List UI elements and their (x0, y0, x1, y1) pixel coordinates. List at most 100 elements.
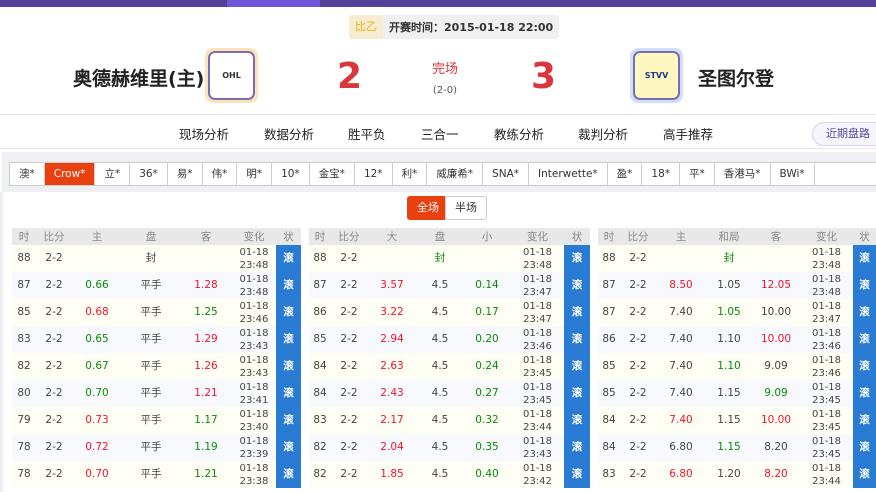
change-time-cell: 01-18 23:46 (511, 326, 564, 353)
nav-win-draw-lose[interactable]: 胜平负 (348, 127, 386, 142)
minute-cell: 78 (12, 461, 36, 488)
change-time-cell: 01-18 23:45 (800, 434, 853, 461)
live-status-button[interactable]: 滚 (853, 380, 876, 407)
recent-trend-button[interactable]: 近期盘路 (812, 122, 876, 146)
bookmaker-tab[interactable]: 10* (272, 163, 310, 185)
half-time-toggle[interactable]: 半场 (445, 196, 487, 220)
line-cell: 平手 (122, 434, 180, 461)
live-status-button[interactable]: 滚 (853, 299, 876, 326)
odds-home-cell: 2.63 (367, 353, 417, 380)
league-tag[interactable]: 比乙 (349, 15, 383, 39)
bookmaker-tab[interactable]: SNA* (483, 163, 530, 185)
line-cell: 4.5 (417, 434, 463, 461)
nav-referee-analysis[interactable]: 裁判分析 (578, 127, 629, 142)
column-header: 比分 (36, 228, 72, 245)
bookmaker-tab[interactable]: 利* (393, 163, 428, 185)
live-status-button[interactable]: 滚 (853, 407, 876, 434)
bookmaker-tabs: 澳* Crow* 立* 36* 易* 伟* 明* 10* 金宝* 12* 利* 威廉希* SNA* Int… (9, 162, 876, 186)
table-row: 80 2-2 0.70 平手 1.21 01-18 23:41 滚 (12, 380, 301, 407)
live-status-button[interactable]: 滚 (276, 299, 301, 326)
change-time-cell: 01-18 23:39 (232, 434, 276, 461)
table-row: 87 2-2 8.50 1.05 12.05 01-18 23:48 滚 (598, 272, 876, 299)
bookmaker-tab[interactable]: 伟* (203, 163, 238, 185)
bookmaker-tab[interactable]: BWi* (771, 163, 815, 185)
minute-cell: 84 (598, 434, 620, 461)
live-status-button[interactable]: 滚 (564, 380, 590, 407)
bookmaker-tab[interactable]: 金宝* (310, 163, 355, 185)
live-status-button[interactable]: 滚 (276, 461, 301, 488)
line-cell: 4.5 (417, 299, 463, 326)
live-status-button[interactable]: 滚 (853, 272, 876, 299)
odds-away-cell (463, 245, 511, 272)
live-status-button[interactable]: 滚 (853, 326, 876, 353)
bookmaker-tab[interactable]: Crow* (44, 163, 96, 185)
live-status-button[interactable]: 滚 (853, 434, 876, 461)
table-row: 78 2-2 0.70 平手 1.21 01-18 23:38 滚 (12, 461, 301, 488)
change-time-cell: 01-18 23:38 (232, 461, 276, 488)
minute-cell: 85 (598, 380, 620, 407)
bookmaker-tab[interactable]: 36* (130, 163, 168, 185)
away-team-name[interactable]: 圣图尔登 (698, 68, 775, 90)
bookmaker-tab[interactable]: 平* (680, 163, 715, 185)
column-header: 大 (367, 228, 417, 245)
bookmaker-tab[interactable]: 18* (642, 163, 681, 185)
live-status-button[interactable]: 滚 (564, 353, 590, 380)
odds-home-cell: 7.40 (656, 380, 706, 407)
change-time-cell: 01-18 23:41 (232, 380, 276, 407)
home-team-logo[interactable]: OHL (205, 48, 258, 103)
live-status-button[interactable]: 滚 (564, 407, 590, 434)
nav-three-in-one[interactable]: 三合一 (421, 127, 459, 142)
live-status-button[interactable]: 滚 (276, 272, 301, 299)
live-status-button[interactable]: 滚 (276, 380, 301, 407)
odds-away-cell: 1.29 (180, 326, 232, 353)
odds-away-cell: 0.17 (463, 299, 511, 326)
line-cell: 平手 (122, 272, 180, 299)
live-status-button[interactable]: 滚 (853, 245, 876, 272)
live-status-button[interactable]: 滚 (564, 326, 590, 353)
bookmaker-tab[interactable]: Interwette* (529, 163, 608, 185)
bookmaker-tab[interactable]: 明* (237, 163, 273, 185)
table-row: 86 2-2 7.40 1.10 10.00 01-18 23:46 滚 (598, 326, 876, 353)
bookmaker-tab[interactable]: 易* (168, 163, 203, 185)
nav-data-analysis[interactable]: 数据分析 (264, 127, 315, 142)
line-cell: 1.20 (706, 461, 752, 488)
home-score: 2 (337, 56, 363, 97)
nav-live-analysis[interactable]: 现场分析 (179, 127, 230, 142)
bookmaker-tab[interactable]: 盈* (608, 163, 643, 185)
away-score: 3 (531, 56, 557, 97)
odds-home-cell: 0.66 (72, 272, 122, 299)
table-row: 88 2-2 封 01-18 23:48 滚 (12, 245, 301, 272)
live-status-button[interactable]: 滚 (276, 245, 301, 272)
nav-coach-analysis[interactable]: 教练分析 (494, 127, 545, 142)
live-status-button[interactable]: 滚 (276, 434, 301, 461)
bookmaker-tab[interactable]: 立* (95, 163, 131, 185)
line-cell: 4.5 (417, 353, 463, 380)
column-header: 变化 (232, 228, 276, 245)
column-header: 客 (752, 228, 800, 245)
bookmaker-tab[interactable]: 澳* (10, 163, 45, 185)
live-status-button[interactable]: 滚 (276, 407, 301, 434)
line-cell: 平手 (122, 353, 180, 380)
bookmaker-tab[interactable]: 香港马* (715, 163, 771, 185)
score-cell: 2-2 (331, 461, 367, 488)
home-team-name[interactable]: 奥德赫维里(主) (73, 68, 205, 90)
live-status-button[interactable]: 滚 (564, 245, 590, 272)
live-status-button[interactable]: 滚 (276, 326, 301, 353)
live-status-button[interactable]: 滚 (564, 272, 590, 299)
live-status-button[interactable]: 滚 (853, 461, 876, 488)
score-cell: 2-2 (331, 434, 367, 461)
full-time-toggle[interactable]: 全场 (407, 196, 449, 220)
live-status-button[interactable]: 滚 (853, 353, 876, 380)
live-status-button[interactable]: 滚 (564, 299, 590, 326)
live-status-button[interactable]: 滚 (276, 353, 301, 380)
away-team-logo[interactable]: STVV (630, 48, 683, 103)
bookmaker-tab[interactable]: 12* (355, 163, 393, 185)
nav-expert-picks[interactable]: 高手推荐 (663, 127, 714, 142)
line-cell: 4.5 (417, 326, 463, 353)
odds-away-cell: 1.17 (180, 407, 232, 434)
bookmaker-tab[interactable]: 威廉希* (427, 163, 484, 185)
line-cell: 1.10 (706, 326, 752, 353)
live-status-button[interactable]: 滚 (564, 434, 590, 461)
odds-away-cell: 10.00 (752, 299, 800, 326)
live-status-button[interactable]: 滚 (564, 461, 590, 488)
